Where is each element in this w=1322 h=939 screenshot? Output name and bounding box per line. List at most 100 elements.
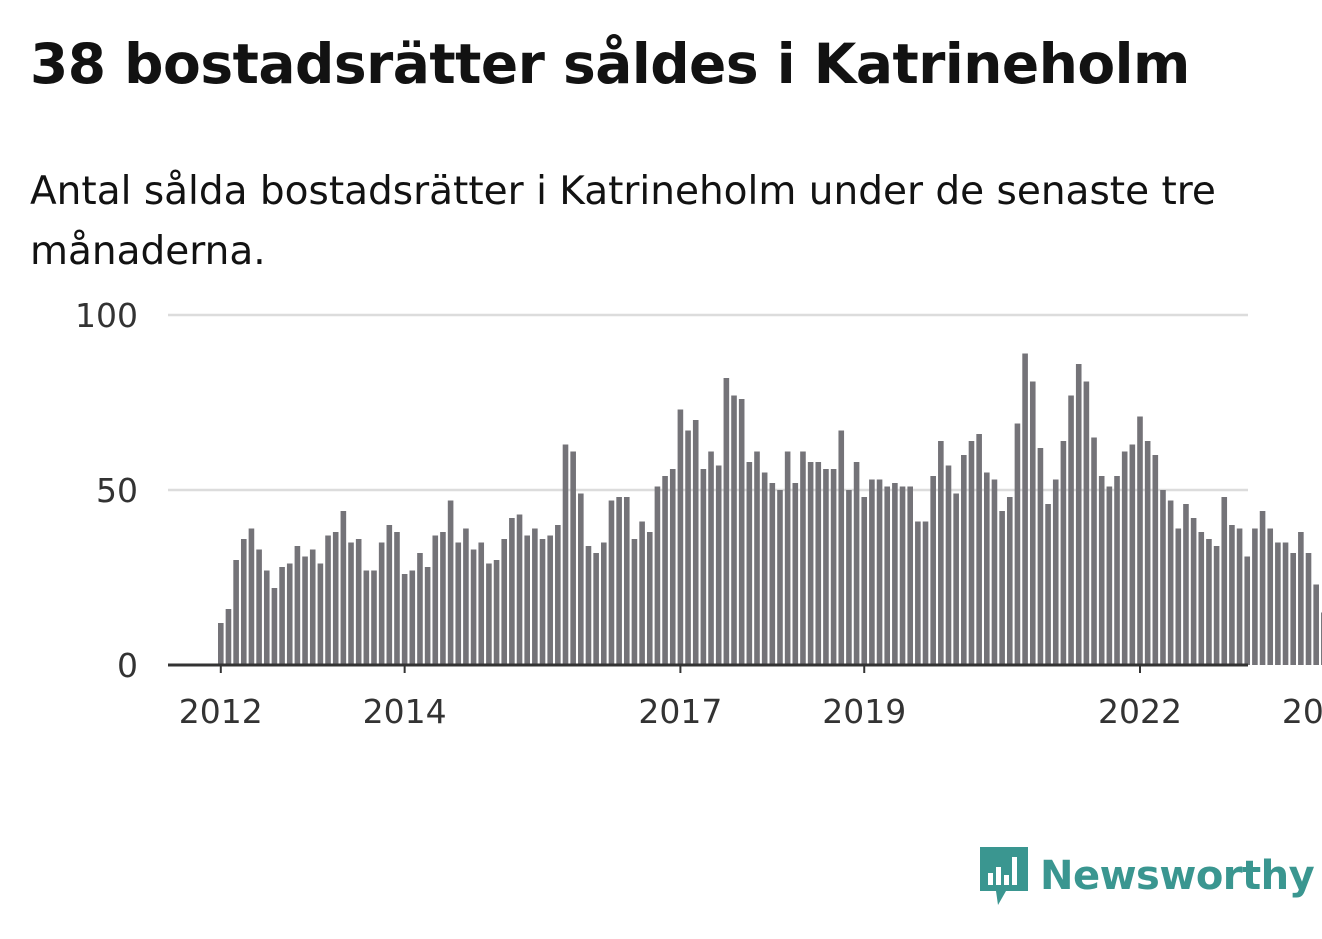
logo-text: Newsworthy (1040, 853, 1315, 899)
bar (332, 532, 339, 665)
bar (463, 528, 469, 665)
bar-series (218, 353, 1322, 665)
bar (1213, 546, 1220, 665)
bar (1083, 381, 1090, 665)
x-tick-label: 2024 (1282, 692, 1322, 731)
bar (1275, 542, 1281, 665)
bar (846, 490, 852, 665)
bar (348, 542, 354, 665)
bar (394, 532, 400, 665)
bar (930, 476, 936, 665)
bar (1290, 553, 1296, 665)
bar (447, 500, 454, 665)
x-tick-label: 2014 (363, 692, 447, 731)
bar (355, 539, 362, 665)
bar (263, 570, 270, 665)
bar (218, 623, 224, 665)
bar (1252, 528, 1258, 665)
bar (363, 570, 370, 665)
bar (1244, 556, 1251, 665)
bar (731, 395, 737, 665)
bar (325, 535, 331, 665)
bar (1190, 518, 1197, 665)
bar (792, 483, 799, 665)
bar (409, 570, 416, 665)
bar (1091, 437, 1097, 665)
bar (961, 455, 967, 665)
bar (823, 469, 829, 665)
bar (1198, 532, 1205, 665)
bar (784, 451, 791, 665)
bar (623, 497, 630, 665)
bar (1014, 423, 1021, 665)
bar (646, 532, 653, 665)
bar (578, 493, 584, 665)
bar (1298, 532, 1304, 665)
bar (240, 539, 247, 665)
bar (1114, 476, 1120, 665)
newsworthy-logo: Newsworthy (978, 845, 1315, 907)
bar (922, 521, 929, 665)
bar (378, 542, 385, 665)
y-tick-label: 0 (117, 646, 138, 685)
bar (340, 511, 347, 665)
y-tick-label: 100 (75, 296, 138, 335)
bar (876, 479, 883, 665)
bar (524, 535, 530, 665)
bar (386, 525, 393, 665)
bar (968, 441, 975, 665)
bar (915, 521, 921, 665)
bar (555, 525, 561, 665)
bar (1006, 497, 1013, 665)
bar (1167, 500, 1174, 665)
bar (1060, 441, 1067, 665)
bar (1144, 441, 1151, 665)
bar (700, 469, 707, 665)
bar (225, 609, 232, 665)
bar (233, 560, 239, 665)
bar (470, 549, 477, 665)
y-tick-label: 50 (96, 471, 138, 510)
bar (1229, 525, 1235, 665)
x-tick-label: 2022 (1098, 692, 1182, 731)
bar (800, 451, 806, 665)
bar (279, 567, 285, 665)
bar (1259, 511, 1266, 665)
bar (1267, 528, 1274, 665)
bar (1121, 451, 1128, 665)
bar (715, 465, 722, 665)
bar (317, 563, 324, 665)
bar (1305, 553, 1312, 665)
bar (509, 518, 515, 665)
bar (501, 539, 508, 665)
bar (945, 465, 952, 665)
bar (1068, 395, 1074, 665)
bar (1152, 455, 1159, 665)
bar (838, 430, 845, 665)
bar (853, 462, 860, 665)
bar (830, 469, 837, 665)
bar (991, 479, 998, 665)
bar (892, 483, 898, 665)
bar (417, 553, 423, 665)
x-tick-label: 2012 (179, 692, 263, 731)
gridlines (168, 313, 1248, 492)
bar (371, 570, 377, 665)
bar (1052, 479, 1059, 665)
labels: 05010020122014201720192022202438 (75, 296, 1322, 731)
bar (869, 479, 875, 665)
bar (1022, 353, 1028, 665)
bar (639, 521, 645, 665)
bar (807, 462, 814, 665)
bar (654, 486, 661, 665)
bar (1282, 542, 1289, 665)
bar (746, 462, 753, 665)
bar (440, 532, 446, 665)
bar (547, 535, 553, 665)
bar (907, 486, 913, 665)
x-tick-label: 2019 (822, 692, 906, 731)
bar (302, 556, 308, 665)
bar (601, 542, 607, 665)
bar (432, 535, 439, 665)
chart-title: 38 bostadsrätter såldes i Katrineholm (30, 32, 1190, 96)
